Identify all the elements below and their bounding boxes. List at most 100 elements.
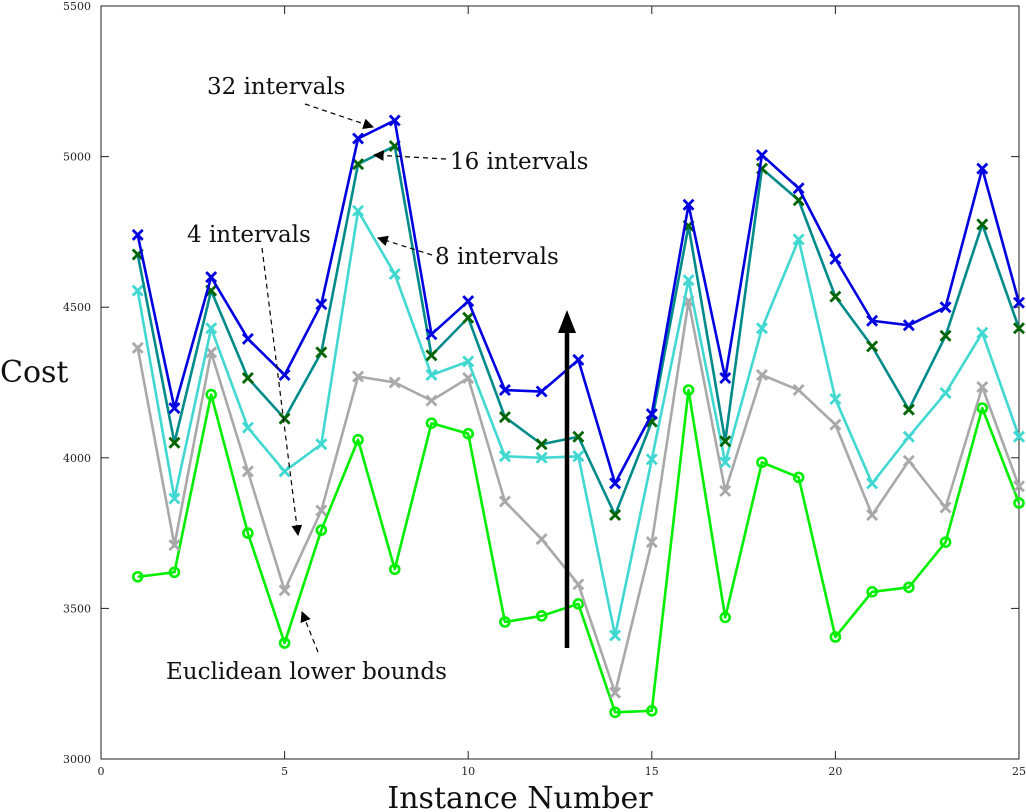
data-point xyxy=(131,284,144,297)
data-point xyxy=(388,563,401,576)
data-point xyxy=(499,616,511,628)
series-16-intervals xyxy=(131,140,1025,522)
data-point xyxy=(609,686,622,699)
data-point xyxy=(976,381,989,394)
y-tick-label: 3000 xyxy=(63,753,91,766)
data-point xyxy=(645,536,658,549)
data-point xyxy=(902,430,915,443)
data-point xyxy=(168,402,181,415)
data-point xyxy=(1013,322,1025,335)
data-point xyxy=(168,566,181,579)
data-point xyxy=(1013,430,1025,443)
data-point xyxy=(792,471,805,484)
annotation-arrow-16-intervals xyxy=(372,150,447,161)
data-point xyxy=(902,454,915,467)
data-point xyxy=(352,132,365,145)
annotation-arrow-euclidean xyxy=(300,610,319,653)
data-point xyxy=(939,387,952,400)
data-point xyxy=(903,581,915,594)
series-euclidean-lower-bounds xyxy=(131,384,1025,719)
data-point xyxy=(939,501,952,514)
annotation-arrow-32-intervals xyxy=(304,103,375,130)
x-tick-label: 25 xyxy=(1012,765,1026,778)
data-point xyxy=(205,322,218,335)
data-point xyxy=(168,436,181,449)
series-line-8-intervals xyxy=(136,209,1021,637)
data-point xyxy=(866,586,878,598)
data-point xyxy=(315,438,328,451)
x-tick-label: 15 xyxy=(645,765,659,778)
data-point xyxy=(131,228,144,241)
x-tick-label: 10 xyxy=(461,765,475,778)
data-point xyxy=(388,114,401,127)
data-point xyxy=(535,438,548,451)
data-point xyxy=(425,349,438,362)
data-point xyxy=(241,371,254,384)
annotation-euclidean-lower-bounds: Euclidean lower bounds xyxy=(166,659,447,685)
data-point xyxy=(352,433,364,446)
data-point xyxy=(388,376,401,389)
y-tick-label: 3500 xyxy=(63,602,91,615)
data-point xyxy=(939,329,952,342)
y-axis-title: Cost xyxy=(0,355,68,390)
data-point xyxy=(645,705,658,717)
data-point xyxy=(278,637,291,649)
data-point xyxy=(792,233,805,246)
annotation-4-intervals: 4 intervals xyxy=(187,222,311,248)
data-point xyxy=(976,402,989,414)
data-point xyxy=(535,385,548,398)
data-point xyxy=(462,355,475,368)
y-tick-label: 4500 xyxy=(63,301,91,314)
data-point xyxy=(609,629,622,642)
data-point xyxy=(829,253,842,265)
data-point xyxy=(535,533,548,546)
y-tick-label: 5500 xyxy=(63,0,91,13)
data-point xyxy=(241,332,254,345)
data-point xyxy=(682,198,695,211)
data-point xyxy=(645,408,658,421)
y-tick-label: 5000 xyxy=(63,151,91,164)
data-point xyxy=(609,477,622,490)
data-point xyxy=(498,384,511,397)
data-point xyxy=(205,271,218,284)
data-point xyxy=(278,412,291,425)
data-point xyxy=(462,311,475,324)
data-point xyxy=(609,706,621,719)
x-tick-label: 0 xyxy=(98,765,105,778)
data-point xyxy=(572,450,585,463)
data-point xyxy=(755,149,768,162)
x-tick-label: 20 xyxy=(828,765,842,778)
data-point xyxy=(682,274,695,287)
data-point xyxy=(388,268,401,281)
data-point xyxy=(829,393,842,406)
data-point xyxy=(572,598,585,610)
data-point xyxy=(462,427,475,440)
data-point xyxy=(719,435,732,448)
data-point xyxy=(939,536,952,548)
data-point xyxy=(755,368,768,381)
data-point xyxy=(425,417,438,429)
data-point xyxy=(866,509,879,522)
data-point xyxy=(425,368,438,381)
data-point xyxy=(572,430,585,443)
data-point xyxy=(829,290,842,303)
data-point xyxy=(645,453,658,466)
data-point xyxy=(278,584,291,597)
data-point xyxy=(205,388,217,401)
data-point xyxy=(315,504,328,517)
data-point xyxy=(278,465,291,478)
data-point xyxy=(792,384,805,397)
x-tick-label: 5 xyxy=(281,765,288,778)
data-point xyxy=(755,322,768,335)
data-point xyxy=(719,456,732,469)
data-point xyxy=(168,492,181,505)
annotation-arrow-8-intervals xyxy=(376,235,433,256)
data-point xyxy=(866,477,879,490)
annotation-16-intervals: 16 intervals xyxy=(450,149,588,175)
data-point xyxy=(352,158,365,171)
plot-frame xyxy=(100,5,1020,760)
data-point xyxy=(315,298,328,311)
data-point xyxy=(829,631,842,643)
data-point xyxy=(315,346,328,359)
data-point xyxy=(425,328,438,341)
